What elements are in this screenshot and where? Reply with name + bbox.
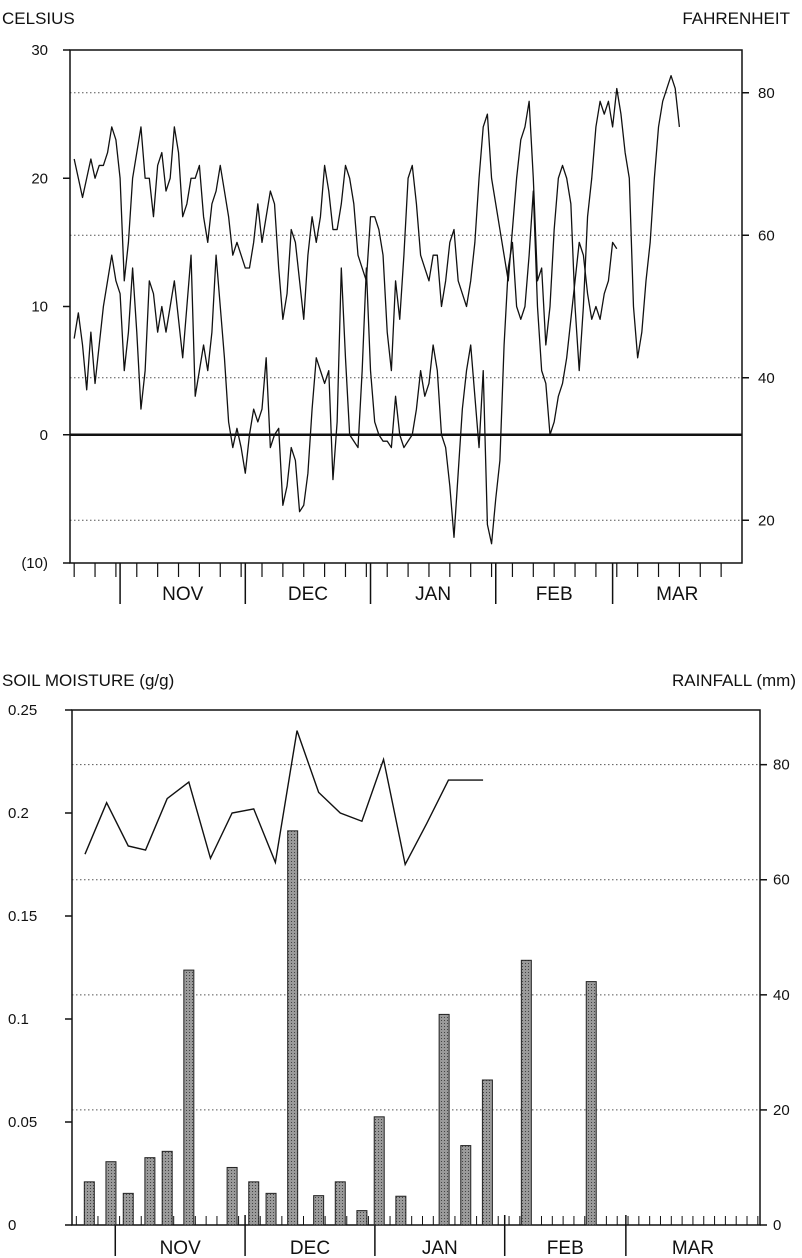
rainfall-bar-14: [395, 1195, 407, 1226]
ytick-label-left-soil-0: 0.25: [8, 702, 37, 719]
month-label-soil-mar: MAR: [672, 1238, 714, 1258]
month-label-temp-nov: NOV: [162, 584, 204, 605]
ytick-label-right-temp-0: 80: [758, 85, 775, 102]
rainfall-bar-0: [83, 1181, 95, 1226]
rainfall-bar-7: [248, 1181, 260, 1226]
rainfall-bar-19: [520, 959, 532, 1226]
rainfall-bar-18: [481, 1079, 493, 1226]
rainfall-bar-5: [183, 969, 195, 1226]
month-label-temp-feb: FEB: [536, 584, 573, 605]
rainfall-bar-12: [356, 1210, 368, 1226]
rainfall-bar-11: [334, 1181, 346, 1226]
ytick-label-left-soil-4: 0.05: [8, 1114, 37, 1131]
series-temp-min: [73, 190, 618, 545]
rainfall-bar-17: [460, 1145, 472, 1226]
rainfall-bar-3: [144, 1157, 156, 1226]
month-label-temp-mar: MAR: [656, 584, 698, 605]
ytick-label-right-soil-4: 0: [773, 1217, 781, 1234]
y-axis-title-left-temp: CELSIUS: [2, 9, 75, 28]
rainfall-bar-16: [438, 1013, 450, 1226]
ytick-label-right-soil-0: 80: [773, 757, 790, 774]
ytick-label-right-temp-3: 20: [758, 512, 775, 529]
ytick-label-left-temp-1: 20: [31, 170, 48, 187]
y-axis-title-left-soil: SOIL MOISTURE (g/g): [2, 671, 174, 690]
rainfall-bar-13: [373, 1116, 385, 1226]
soil-plot-frame: [71, 709, 761, 1226]
month-label-soil-jan: JAN: [422, 1238, 458, 1258]
rainfall-bar-20: [585, 981, 597, 1226]
month-label-temp-dec: DEC: [288, 584, 328, 605]
ytick-label-left-temp-0: 30: [31, 42, 48, 59]
ytick-label-left-temp-2: 10: [31, 299, 48, 316]
ytick-label-left-temp-4: (10): [21, 555, 48, 572]
rainfall-bar-9: [287, 830, 299, 1226]
series-soil-moisture: [84, 730, 484, 867]
rainfall-bar-8: [265, 1192, 277, 1226]
rainfall-bar-10: [313, 1195, 325, 1226]
rainfall-bar-2: [122, 1192, 134, 1226]
month-label-soil-feb: FEB: [547, 1238, 584, 1258]
series-temp-max: [73, 75, 681, 372]
month-label-temp-jan: JAN: [415, 584, 451, 605]
y-axis-title-right-temp: FAHRENHEIT: [682, 9, 790, 28]
ytick-label-right-temp-2: 40: [758, 370, 775, 387]
ytick-label-right-soil-2: 40: [773, 987, 790, 1004]
y-axis-title-right-soil: RAINFALL (mm): [672, 671, 796, 690]
rainfall-bar-6: [226, 1166, 238, 1226]
rainfall-bar-4: [161, 1150, 173, 1226]
rainfall-bar-1: [105, 1161, 117, 1226]
ytick-label-left-soil-2: 0.15: [8, 908, 37, 925]
ytick-label-right-temp-1: 60: [758, 227, 775, 244]
ytick-label-left-temp-3: 0: [40, 427, 48, 444]
ytick-label-left-soil-5: 0: [8, 1217, 16, 1234]
ytick-label-left-soil-1: 0.2: [8, 805, 29, 822]
month-label-soil-dec: DEC: [290, 1238, 330, 1258]
month-label-soil-nov: NOV: [160, 1238, 202, 1258]
ytick-label-right-soil-3: 20: [773, 1102, 790, 1119]
ytick-label-right-soil-1: 60: [773, 872, 790, 889]
ytick-label-left-soil-3: 0.1: [8, 1011, 29, 1028]
